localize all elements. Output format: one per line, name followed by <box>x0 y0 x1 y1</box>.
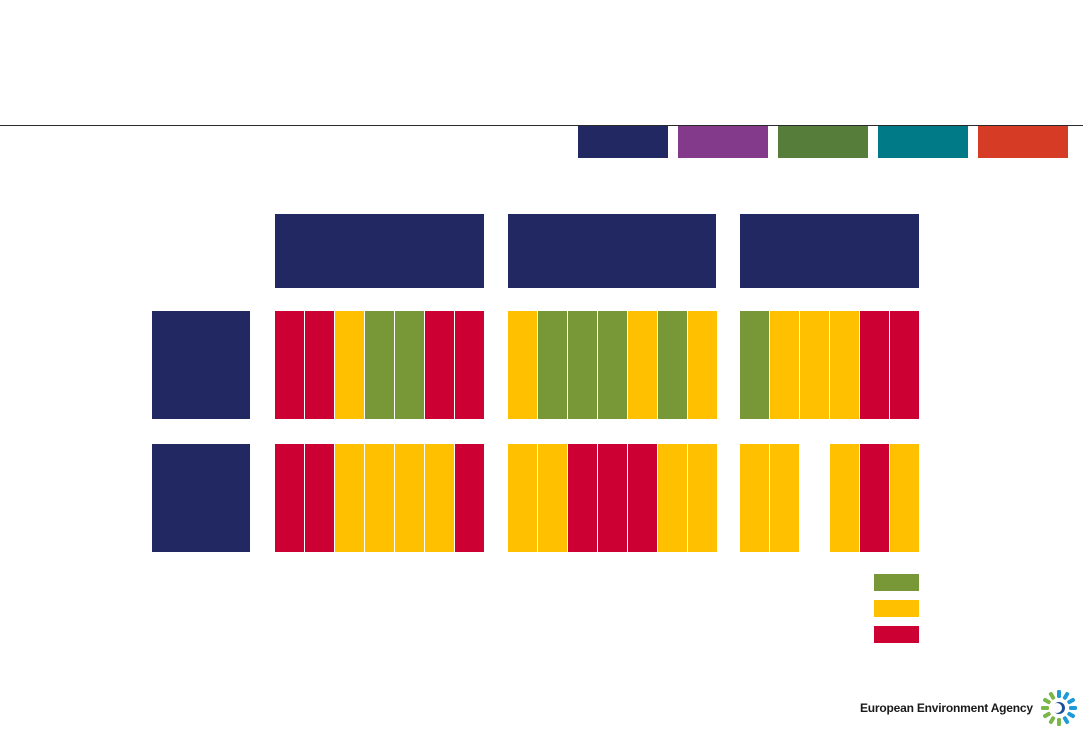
status-cell-yellow <box>830 311 859 419</box>
cell-group-row1-col1 <box>275 311 484 419</box>
status-cell-green <box>568 311 597 419</box>
tab-purple[interactable] <box>678 126 768 158</box>
tab-navy[interactable] <box>578 126 668 158</box>
status-cell-yellow <box>365 444 394 552</box>
column-header-3 <box>740 214 919 288</box>
status-cell-yellow <box>688 444 717 552</box>
status-cell-yellow <box>688 311 717 419</box>
legend-swatch-green <box>874 574 919 591</box>
status-cell-yellow <box>395 444 424 552</box>
status-cell-red <box>455 311 484 419</box>
status-cell-red <box>628 444 657 552</box>
row-label-1 <box>152 311 250 419</box>
status-cell-green <box>395 311 424 419</box>
status-cell-red <box>598 444 627 552</box>
status-cell-green <box>598 311 627 419</box>
status-cell-yellow <box>425 444 454 552</box>
status-cell-yellow <box>890 444 919 552</box>
eea-logo-icon <box>1040 690 1077 726</box>
status-cell-red <box>275 311 304 419</box>
status-cell-yellow <box>508 444 537 552</box>
legend <box>874 574 919 652</box>
status-cell-yellow <box>658 444 687 552</box>
status-cell-yellow <box>538 444 567 552</box>
status-cell-empty <box>800 444 829 552</box>
status-cell-yellow <box>770 444 799 552</box>
section-tabs <box>578 126 1068 158</box>
cell-group-row1-col2 <box>508 311 717 419</box>
status-cell-red <box>568 444 597 552</box>
cell-group-row2-col3 <box>740 444 919 552</box>
status-cell-red <box>275 444 304 552</box>
status-cell-yellow <box>335 311 364 419</box>
row-label-2 <box>152 444 250 552</box>
column-header-2 <box>508 214 716 288</box>
status-cell-yellow <box>800 311 829 419</box>
status-cell-red <box>890 311 919 419</box>
cell-group-row1-col3 <box>740 311 919 419</box>
tab-green[interactable] <box>778 126 868 158</box>
top-rule <box>0 125 1083 126</box>
status-cell-yellow <box>830 444 859 552</box>
tab-orange-red[interactable] <box>978 126 1068 158</box>
status-cell-red <box>305 444 334 552</box>
legend-swatch-yellow <box>874 600 919 617</box>
status-cell-green <box>740 311 769 419</box>
status-cell-yellow <box>335 444 364 552</box>
status-cell-green <box>365 311 394 419</box>
status-cell-yellow <box>508 311 537 419</box>
cell-group-row2-col2 <box>508 444 717 552</box>
legend-swatch-red <box>874 626 919 643</box>
status-cell-yellow <box>740 444 769 552</box>
status-cell-yellow <box>770 311 799 419</box>
status-cell-red <box>425 311 454 419</box>
status-cell-red <box>860 311 889 419</box>
agency-name: European Environment Agency <box>860 701 1033 715</box>
tab-teal[interactable] <box>878 126 968 158</box>
status-cell-green <box>658 311 687 419</box>
cell-group-row2-col1 <box>275 444 484 552</box>
status-cell-red <box>860 444 889 552</box>
status-cell-red <box>455 444 484 552</box>
status-cell-red <box>305 311 334 419</box>
column-header-1 <box>275 214 484 288</box>
status-cell-yellow <box>628 311 657 419</box>
status-cell-green <box>538 311 567 419</box>
footer: European Environment Agency <box>860 688 1079 728</box>
